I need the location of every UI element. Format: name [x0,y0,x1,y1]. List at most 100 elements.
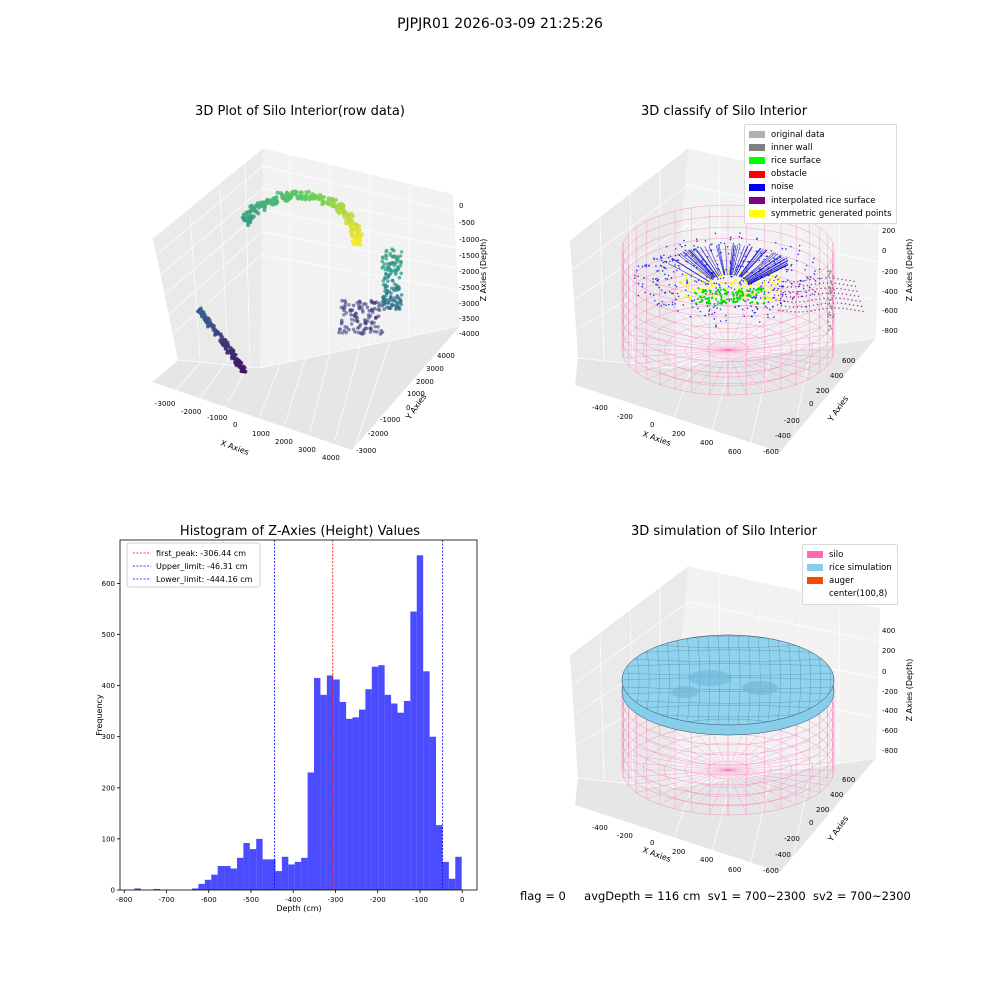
silo-floor-ring [642,313,814,387]
p4-ztick-4: -400 [882,707,898,715]
noise-point [790,282,793,285]
rice-surface-point [757,291,760,294]
noise-point [677,259,680,261]
noise-stroke [704,246,721,276]
inner-wall-point [829,325,832,328]
interpolated-point [806,284,809,286]
noise-point [661,300,664,303]
interpolated-point [836,302,839,304]
noise-point [786,259,789,262]
histogram-bar [442,861,449,890]
scatter-point [350,219,355,224]
p4-xtick-3: 200 [672,848,685,856]
noise-point [652,281,654,283]
scatter-point [329,197,334,202]
grid-line [244,162,251,367]
grid-line [309,352,331,433]
scatter-point [386,268,391,272]
noise-point [743,315,746,318]
scatter-point [218,338,223,343]
noise-point [711,292,714,295]
noise-point [674,303,676,305]
noise-point [675,298,677,301]
inner-wall-point [827,328,830,331]
inner-wall-point [829,289,832,292]
noise-point [664,291,667,294]
noise-point [657,278,660,281]
noise-point [660,289,663,291]
p4-ztick-2: 0 [882,668,886,676]
symmetric-point [757,283,760,286]
scatter-point [339,321,344,326]
scatter-point [356,330,361,335]
interpolated-point [796,291,798,293]
noise-point [678,267,681,269]
surface-bump [671,686,699,698]
symmetric-point [768,298,771,301]
interpolated-point [852,290,854,292]
panel1-floor-pane [152,326,460,450]
scatter-point [399,271,403,276]
silo-spoke [659,769,729,805]
noise-point [811,293,814,295]
rice-surface-point [716,302,719,306]
noise-point [726,298,728,301]
interpolated-point [783,300,785,302]
noise-point [656,303,659,306]
mesh-line [758,636,761,724]
grid-line [569,565,689,656]
scatter-point [374,315,379,319]
p1-ztick-7: -3500 [459,315,479,323]
histogram-xtick-label: -300 [328,896,344,904]
noise-point [731,275,733,278]
legend-label: rice simulation [829,562,892,573]
grid-line [262,165,455,213]
scatter-point [388,251,392,256]
histogram-ytick-label: 400 [102,682,115,690]
interpolated-point [784,290,786,293]
noise-point [800,295,803,298]
scatter-point [265,200,270,205]
interpolated-point [790,310,792,313]
histogram-xtick-label: -600 [201,896,217,904]
scatter-point [393,272,398,276]
noise-point [649,293,652,295]
panel4-yticks: 600 400 200 0 -200 -400 -600 [763,776,855,875]
panel1-3d-scatter: -3000 -2000 -1000 0 1000 2000 3000 4000 … [151,147,488,462]
grid-line [199,363,226,399]
grid-line [709,365,731,439]
legend-entry-rice-surface: rice surface [749,154,892,167]
noise-point [683,239,685,242]
interpolated-point [799,301,801,303]
histogram-ytick-label: 100 [102,835,115,843]
histogram-bar [333,679,340,890]
noise-point [773,288,776,290]
interpolated-point [855,300,857,302]
histogram-bar [191,888,199,890]
interpolated-point [837,278,839,280]
scatter-point [394,254,399,259]
interpolated-point [848,289,850,291]
noise-stroke [747,264,789,285]
scatter-point [356,239,361,244]
symmetric-point [738,292,741,295]
scatter-point [275,190,280,195]
scatter-point [366,316,371,320]
p1-ztick-5: -2500 [459,284,479,292]
p1-ztick-2: -1000 [459,236,479,244]
noise-point [712,278,714,280]
silo-spoke [636,327,729,351]
scatter-point [349,317,354,322]
interpolated-point [847,298,849,301]
p2-xtick-4: 400 [700,439,713,447]
inner-wall-point [827,303,830,306]
noise-stroke [743,252,777,280]
noise-point [686,279,688,281]
mesh-line [788,643,791,717]
silo-spoke [628,769,729,786]
scatter-point [280,195,285,200]
p4-xtick-4: 400 [700,856,713,864]
p4-ztick-3: -200 [882,688,898,696]
grid-line [327,163,331,355]
noise-point [747,298,749,301]
